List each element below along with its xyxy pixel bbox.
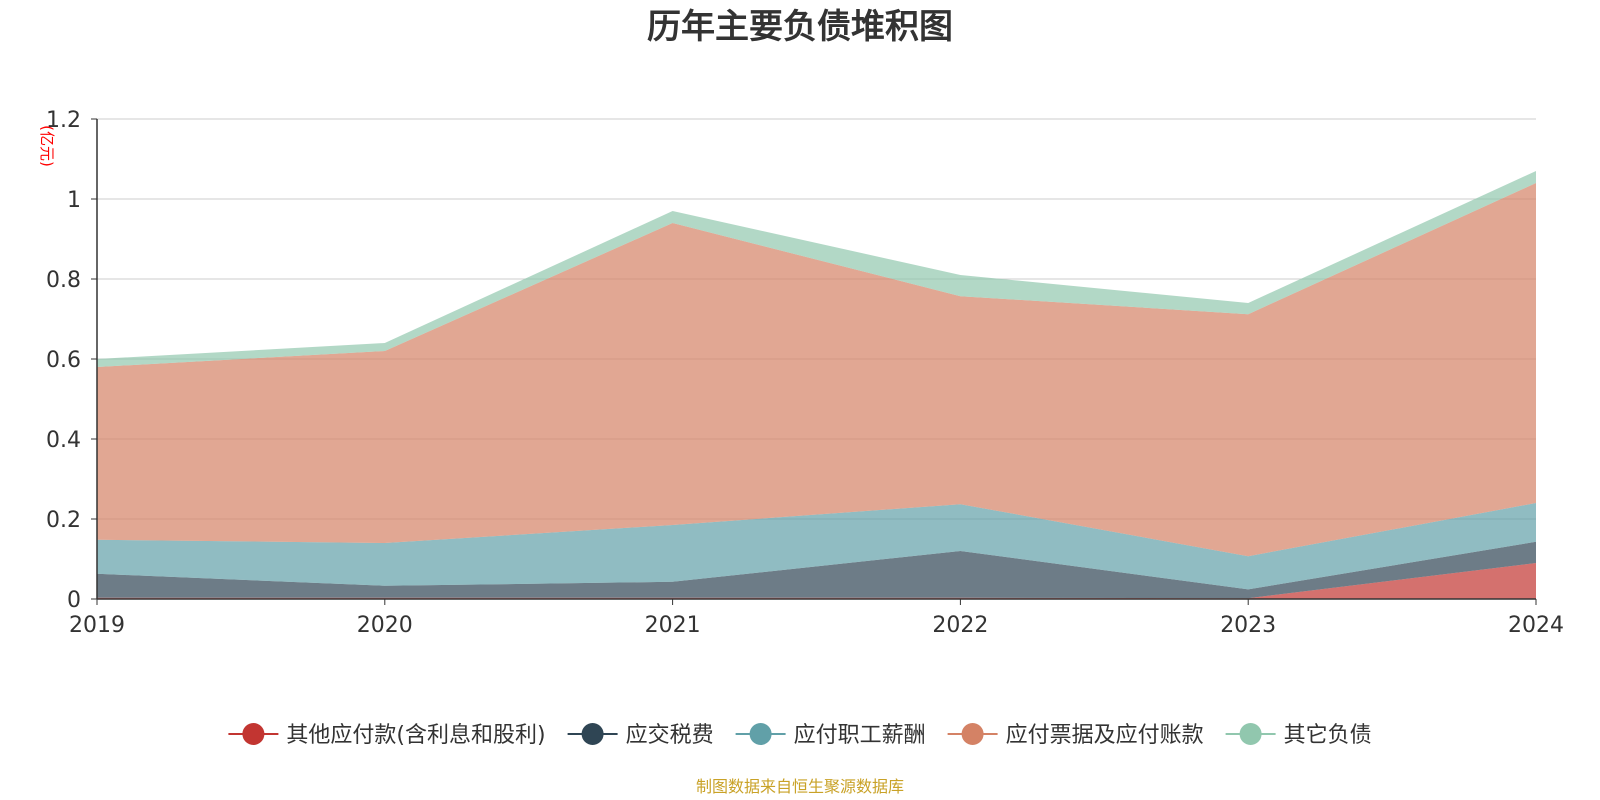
source-note: 制图数据来自恒生聚源数据库	[696, 777, 904, 796]
legend-label: 应付职工薪酬	[794, 723, 926, 748]
y-tick-label: 0.4	[46, 428, 81, 453]
legend-item[interactable]: 其它负债	[1225, 723, 1372, 748]
x-tick-label: 2023	[1220, 613, 1276, 638]
legend-swatch-dot	[961, 723, 984, 745]
legend: 其他应付款(含利息和股利) 应交税费 应付职工薪酬 应付票据及应付账款 其它负债	[228, 723, 1372, 748]
legend-label: 其他应付款(含利息和股利)	[286, 723, 545, 748]
area-series-3	[97, 183, 1536, 557]
y-tick-label: 0.8	[46, 268, 81, 293]
x-tick-label: 2024	[1508, 613, 1564, 638]
y-tick-label: 0.2	[46, 508, 81, 533]
legend-label: 应交税费	[626, 723, 714, 748]
area-series-1	[97, 541, 1536, 599]
legend-item[interactable]: 其他应付款(含利息和股利)	[228, 723, 546, 748]
x-tick-label: 2021	[645, 613, 701, 638]
y-axis-unit: (亿元)	[38, 125, 56, 167]
area-series-2	[97, 503, 1536, 590]
legend-item[interactable]: 应付票据及应付账款	[947, 723, 1204, 748]
axes: 0 0.2 0.4 0.6 0.8 1 1.2 2019 2020 2021 2022 2023 202…	[46, 108, 1564, 638]
chart-title: 历年主要负债堆积图	[647, 7, 953, 47]
y-tick-label: 1	[67, 188, 81, 213]
y-tick-label: 0	[67, 588, 81, 613]
legend-item[interactable]: 应付职工薪酬	[735, 723, 926, 748]
x-tick-label: 2020	[357, 613, 413, 638]
legend-swatch-dot	[581, 723, 604, 745]
area-series-4	[97, 171, 1536, 367]
x-tick-label: 2019	[69, 613, 125, 638]
legend-swatch-dot	[749, 723, 772, 745]
y-tick-label: 1.2	[46, 108, 81, 133]
legend-swatch-dot	[242, 723, 265, 745]
legend-label: 其它负债	[1284, 723, 1372, 748]
legend-item[interactable]: 应交税费	[567, 723, 714, 748]
x-tick-label: 2022	[932, 613, 988, 638]
area-series-0	[97, 563, 1536, 599]
y-tick-label: 0.6	[46, 348, 81, 373]
legend-label: 应付票据及应付账款	[1006, 723, 1204, 748]
area-series	[97, 171, 1536, 599]
legend-swatch-dot	[1239, 723, 1262, 745]
